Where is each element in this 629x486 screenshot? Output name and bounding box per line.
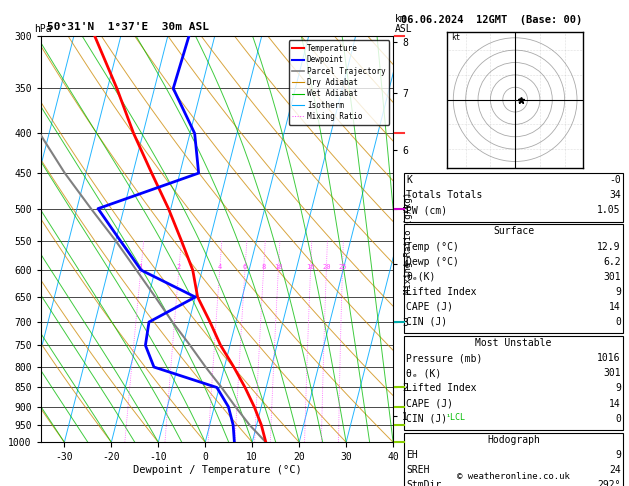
Text: 6: 6 (243, 264, 247, 270)
Text: 6.2: 6.2 (603, 257, 621, 267)
Text: 1: 1 (138, 264, 143, 270)
Text: Dewp (°C): Dewp (°C) (406, 257, 459, 267)
Text: Most Unstable: Most Unstable (476, 338, 552, 348)
Text: 1016: 1016 (598, 353, 621, 364)
Text: 1.05: 1.05 (598, 205, 621, 215)
Text: θₑ(K): θₑ(K) (406, 272, 436, 282)
Text: 8: 8 (262, 264, 265, 270)
Text: 34: 34 (609, 190, 621, 200)
Text: kt: kt (451, 33, 460, 42)
Text: Hodograph: Hodograph (487, 435, 540, 445)
Text: 16: 16 (306, 264, 314, 270)
Text: 2: 2 (177, 264, 181, 270)
Text: 9: 9 (615, 287, 621, 297)
Text: Temp (°C): Temp (°C) (406, 242, 459, 252)
Text: θₑ (K): θₑ (K) (406, 368, 442, 379)
Text: Totals Totals: Totals Totals (406, 190, 482, 200)
Text: 12.9: 12.9 (598, 242, 621, 252)
Text: CAPE (J): CAPE (J) (406, 302, 454, 312)
Text: CAPE (J): CAPE (J) (406, 399, 454, 409)
Text: 50°31'N  1°37'E  30m ASL: 50°31'N 1°37'E 30m ASL (47, 21, 209, 32)
Text: 9: 9 (615, 383, 621, 394)
Text: 25: 25 (338, 264, 347, 270)
Text: StmDir: StmDir (406, 480, 442, 486)
Text: 9: 9 (615, 450, 621, 460)
Text: © weatheronline.co.uk: © weatheronline.co.uk (457, 472, 570, 481)
Text: PW (cm): PW (cm) (406, 205, 447, 215)
Text: 14: 14 (609, 399, 621, 409)
Text: 4: 4 (218, 264, 222, 270)
Text: Surface: Surface (493, 226, 534, 237)
Text: K: K (406, 175, 412, 185)
Text: SREH: SREH (406, 465, 430, 475)
Legend: Temperature, Dewpoint, Parcel Trajectory, Dry Adiabat, Wet Adiabat, Isotherm, Mi: Temperature, Dewpoint, Parcel Trajectory… (289, 40, 389, 124)
Text: 10: 10 (274, 264, 282, 270)
Text: ¹LCL: ¹LCL (446, 413, 466, 422)
Text: 301: 301 (603, 368, 621, 379)
Text: 20: 20 (322, 264, 331, 270)
Text: km
ASL: km ASL (394, 14, 412, 34)
Text: Mixing Ratio (g/kg): Mixing Ratio (g/kg) (404, 192, 413, 294)
Text: Pressure (mb): Pressure (mb) (406, 353, 482, 364)
Text: CIN (J): CIN (J) (406, 414, 447, 424)
Text: Lifted Index: Lifted Index (406, 383, 477, 394)
Text: Lifted Index: Lifted Index (406, 287, 477, 297)
Text: CIN (J): CIN (J) (406, 317, 447, 327)
Text: -0: -0 (609, 175, 621, 185)
Text: 14: 14 (609, 302, 621, 312)
Text: 0: 0 (615, 317, 621, 327)
Text: 0: 0 (615, 414, 621, 424)
Text: EH: EH (406, 450, 418, 460)
Text: 06.06.2024  12GMT  (Base: 00): 06.06.2024 12GMT (Base: 00) (401, 15, 582, 25)
Text: hPa: hPa (35, 24, 52, 34)
Text: 24: 24 (609, 465, 621, 475)
X-axis label: Dewpoint / Temperature (°C): Dewpoint / Temperature (°C) (133, 465, 301, 475)
Text: 301: 301 (603, 272, 621, 282)
Text: 292°: 292° (598, 480, 621, 486)
